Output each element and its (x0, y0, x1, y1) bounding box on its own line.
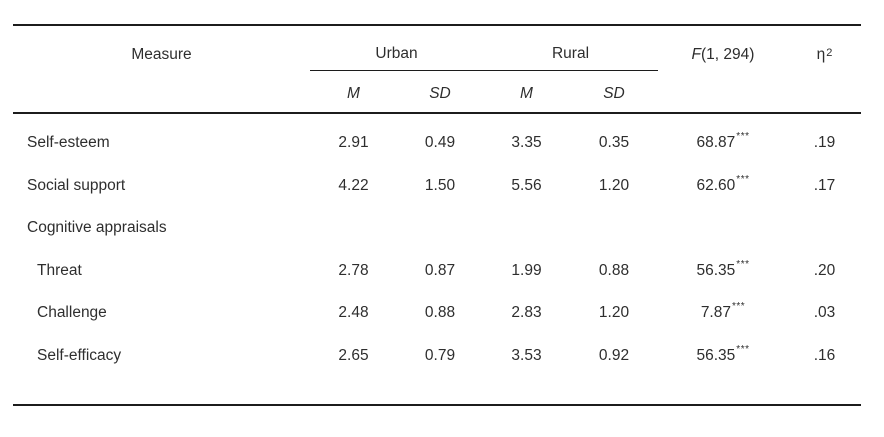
table-row-challenge: Challenge 2.48 0.88 2.83 1.20 7.87 *** .0… (13, 292, 861, 335)
eta-squared-cell (788, 207, 861, 250)
row-label: Threat (37, 261, 82, 279)
f-value-cell: 56.35 *** (658, 250, 788, 293)
f-value-cell: 62.60 *** (658, 165, 788, 208)
rural-mean-cell: 2.83 (511, 304, 542, 322)
urban-group-header: Urban (375, 45, 418, 62)
group-spanner-rule: Urban Rural (310, 26, 658, 71)
f-degrees-of-freedom: (1, 294) (701, 46, 755, 63)
rural-mean-cell (483, 207, 570, 250)
eta-header-spacer (788, 71, 861, 112)
f-value: 68.87 (696, 134, 736, 152)
f-value-cell (658, 207, 788, 250)
rural-sd-cell: 0.88 (598, 261, 630, 279)
rural-mean-cell: 1.99 (511, 261, 542, 279)
urban-sd-cell: 1.50 (424, 176, 456, 194)
f-statistic-header: F (1, 294) (658, 26, 788, 71)
rural-mean-cell: 5.56 (511, 176, 542, 194)
measure-column-header: Measure (131, 46, 192, 63)
eta-symbol: η (816, 46, 826, 63)
significance-stars: *** (736, 173, 750, 185)
rural-mean-cell: 3.53 (511, 346, 542, 364)
rural-sd-cell: 1.20 (598, 176, 630, 194)
rural-mean-cell: 3.35 (511, 134, 542, 152)
urban-mean-cell: 2.65 (338, 346, 369, 364)
urban-sd-cell: 0.87 (424, 261, 456, 279)
urban-mean-cell (310, 207, 397, 250)
f-value: 56.35 (696, 261, 736, 279)
significance-stars: *** (736, 258, 750, 270)
table-row-cognitive-appraisals: Cognitive appraisals (13, 207, 861, 250)
significance-stars: *** (736, 343, 750, 355)
f-value-cell: 68.87 *** (658, 122, 788, 165)
rural-sd-header: SD (603, 85, 625, 102)
row-label: Social support (27, 176, 126, 194)
eta-squared-cell: .19 (813, 134, 836, 152)
urban-sd-cell: 0.88 (424, 304, 456, 322)
table-top-rule (13, 24, 861, 26)
row-label: Self-esteem (27, 134, 110, 152)
rural-mean-header: M (520, 85, 533, 102)
f-value-cell: 7.87 *** (658, 292, 788, 335)
f-value: 56.35 (696, 346, 736, 364)
row-label: Self-efficacy (37, 346, 122, 364)
table-row-social-support: Social support 4.22 1.50 5.56 1.20 62.60… (13, 165, 861, 208)
body-top-spacer (13, 114, 861, 122)
urban-mean-cell: 2.91 (338, 134, 369, 152)
row-label: Challenge (37, 304, 107, 322)
f-value: 62.60 (696, 176, 736, 194)
eta-squared-cell: .03 (813, 304, 836, 322)
eta-exponent: 2 (826, 47, 833, 59)
rural-sd-cell: 1.20 (598, 304, 630, 322)
stub-header-spacer (13, 71, 310, 112)
urban-sd-cell: 0.49 (424, 134, 456, 152)
urban-mean-header: M (347, 85, 360, 102)
table-row-self-esteem: Self-esteem 2.91 0.49 3.35 0.35 68.87 ***… (13, 122, 861, 165)
significance-stars: *** (736, 131, 750, 143)
urban-mean-cell: 2.78 (338, 261, 369, 279)
table-row-self-efficacy: Self-efficacy 2.65 0.79 3.53 0.92 56.35 *… (13, 335, 861, 378)
f-symbol: F (691, 46, 702, 63)
eta-squared-cell: .20 (813, 261, 836, 279)
urban-mean-cell: 2.48 (338, 304, 369, 322)
urban-sd-header: SD (429, 85, 451, 102)
table-bottom-rule (13, 404, 861, 406)
f-header-spacer (658, 71, 788, 112)
table-header-row-statistics: M SD M SD (13, 71, 861, 114)
row-label: Cognitive appraisals (27, 219, 167, 237)
significance-stars: *** (731, 301, 746, 313)
table-row-threat: Threat 2.78 0.87 1.99 0.88 56.35 *** .20 (13, 250, 861, 293)
f-value: 7.87 (700, 304, 731, 322)
rural-sd-cell: 0.92 (598, 346, 630, 364)
urban-sd-cell (397, 207, 483, 250)
rural-group-header: Rural (551, 45, 590, 62)
eta-squared-cell: .17 (813, 176, 836, 194)
urban-mean-cell: 4.22 (338, 176, 369, 194)
urban-sd-cell: 0.79 (424, 346, 456, 364)
body-bottom-spacer (13, 377, 861, 404)
rural-sd-cell: 0.35 (598, 134, 630, 152)
f-value-cell: 56.35 *** (658, 335, 788, 378)
eta-squared-cell: .16 (813, 346, 836, 364)
rural-sd-cell (570, 207, 658, 250)
